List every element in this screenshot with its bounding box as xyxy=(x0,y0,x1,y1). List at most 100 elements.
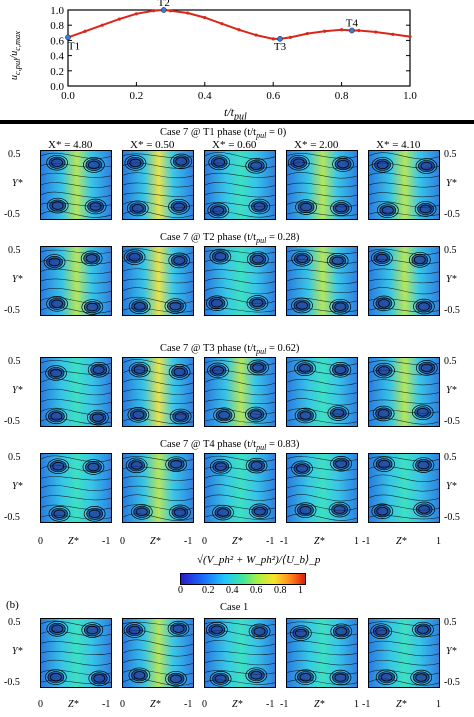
z-tick-right: -1 xyxy=(184,536,193,547)
ytick-label: 1.0 xyxy=(50,5,64,17)
z-tick-right: 1 xyxy=(436,536,441,547)
y-tick-top: 0.5 xyxy=(8,617,21,628)
column-header: X* = 4.80 xyxy=(48,139,93,151)
z-axis-label: Z* xyxy=(396,699,407,710)
colorbar xyxy=(180,573,306,585)
vector-field-cell xyxy=(368,150,440,220)
vector-field-cell xyxy=(122,618,194,688)
z-tick-left: 0 xyxy=(202,536,207,547)
vector-field-cell xyxy=(40,618,112,688)
ytick-label: 0.4 xyxy=(50,51,64,63)
vector-field-cell xyxy=(40,246,112,316)
series-point xyxy=(151,9,156,13)
xtick-label: 0.0 xyxy=(61,90,75,102)
vector-field-cell xyxy=(204,246,276,316)
z-tick-right: -1 xyxy=(184,699,193,710)
y-tick-bottom: -0.5 xyxy=(4,209,20,220)
y-axis-label: Y* xyxy=(12,646,23,657)
z-axis-label: Z* xyxy=(314,536,325,547)
vector-field-cell xyxy=(122,150,194,220)
y-axis-label-right: Y* xyxy=(446,481,457,492)
case7-row-title: Case 7 @ T3 phase (t/tpul = 0.62) xyxy=(160,343,300,357)
z-axis-label: Z* xyxy=(232,536,243,547)
column-header: X* = 0.50 xyxy=(130,139,175,151)
series-point xyxy=(305,31,309,36)
y-axis-label-right: Y* xyxy=(446,274,457,285)
z-axis-label: Z* xyxy=(68,699,79,710)
case7-row-title: Case 7 @ T2 phase (t/tpul = 0.28) xyxy=(160,232,300,246)
series-point xyxy=(169,9,173,13)
z-tick-left: 0 xyxy=(120,536,125,547)
series-point xyxy=(271,37,275,41)
ytick-label: 0.2 xyxy=(50,66,64,78)
z-tick-left: -1 xyxy=(362,699,371,710)
panel-b-label: (b) xyxy=(6,599,19,611)
z-axis-label: Z* xyxy=(68,536,79,547)
column-header: X* = 2.00 xyxy=(294,139,339,151)
vector-field-cell xyxy=(122,453,194,523)
z-tick-right: 1 xyxy=(354,699,359,710)
phase-marker xyxy=(65,34,71,41)
y-tick-bottom: -0.5 xyxy=(4,677,20,688)
series-point xyxy=(203,16,207,20)
z-axis-label: Z* xyxy=(314,699,325,710)
z-tick-left: 0 xyxy=(120,699,125,710)
vector-field-cell xyxy=(286,150,358,220)
y-axis-label: Y* xyxy=(12,274,23,285)
vector-field-cell xyxy=(204,357,276,427)
colorbar-label: √(V_ph² + W_ph²)/⟨U_b⟩_p xyxy=(197,554,321,566)
y-tick-bottom-right: -0.5 xyxy=(444,677,460,688)
case7-row-title: Case 7 @ T1 phase (t/tpul = 0) xyxy=(160,127,287,141)
y-tick-top-right: 0.5 xyxy=(444,356,457,367)
z-axis-label: Z* xyxy=(150,536,161,547)
z-axis-label: Z* xyxy=(232,699,243,710)
top-ylabel: uc,pul/uc,max xyxy=(9,31,22,80)
series-point xyxy=(186,11,190,15)
y-tick-bottom-right: -0.5 xyxy=(444,305,460,316)
series-point xyxy=(357,28,361,33)
colorbar-tick: 0 xyxy=(178,585,183,596)
vector-field-cell xyxy=(40,150,112,220)
vector-field-cell xyxy=(40,357,112,427)
vector-field-cell xyxy=(204,618,276,688)
vector-field-cell xyxy=(286,618,358,688)
y-axis-label-right: Y* xyxy=(446,385,457,396)
plot-frame xyxy=(67,9,411,87)
colorbar-tick: 0.4 xyxy=(226,585,239,596)
colorbar-tick: 0.8 xyxy=(274,585,287,596)
y-tick-top-right: 0.5 xyxy=(444,149,457,160)
colorbar-tick: 0.2 xyxy=(202,585,215,596)
vector-field-cell xyxy=(122,246,194,316)
phase-marker xyxy=(349,27,355,34)
phase-marker-label: T2 xyxy=(158,0,170,9)
y-tick-top-right: 0.5 xyxy=(444,245,457,256)
vector-field-cell xyxy=(368,618,440,688)
series-point xyxy=(220,22,224,26)
series-point xyxy=(83,29,87,33)
y-tick-bottom: -0.5 xyxy=(4,512,20,523)
z-tick-right: 1 xyxy=(354,536,359,547)
z-tick-right: -1 xyxy=(266,536,275,547)
y-tick-top-right: 0.5 xyxy=(444,452,457,463)
y-tick-top: 0.5 xyxy=(8,452,21,463)
z-tick-right: -1 xyxy=(266,699,275,710)
colorbar-tick: 1 xyxy=(298,585,303,596)
y-tick-bottom: -0.5 xyxy=(4,305,20,316)
y-tick-top: 0.5 xyxy=(8,245,21,256)
y-axis-label: Y* xyxy=(12,385,23,396)
phase-marker-label: T4 xyxy=(346,18,359,30)
xtick-label: 1.0 xyxy=(403,90,417,102)
z-axis-label: Z* xyxy=(396,536,407,547)
phase-marker-label: T3 xyxy=(274,41,287,53)
vector-field-cell xyxy=(204,453,276,523)
series-point xyxy=(117,17,121,21)
z-tick-left: 0 xyxy=(38,536,43,547)
case7-row-title: Case 7 @ T4 phase (t/tpul = 0.83) xyxy=(160,439,300,453)
xtick-label: 0.6 xyxy=(266,90,280,102)
case1-title: Case 1 xyxy=(220,602,249,613)
vector-field-cell xyxy=(368,246,440,316)
vector-field-cell xyxy=(40,453,112,523)
column-header: X* = 0.60 xyxy=(212,139,257,151)
y-tick-bottom-right: -0.5 xyxy=(444,209,460,220)
xtick-label: 0.8 xyxy=(335,90,349,102)
